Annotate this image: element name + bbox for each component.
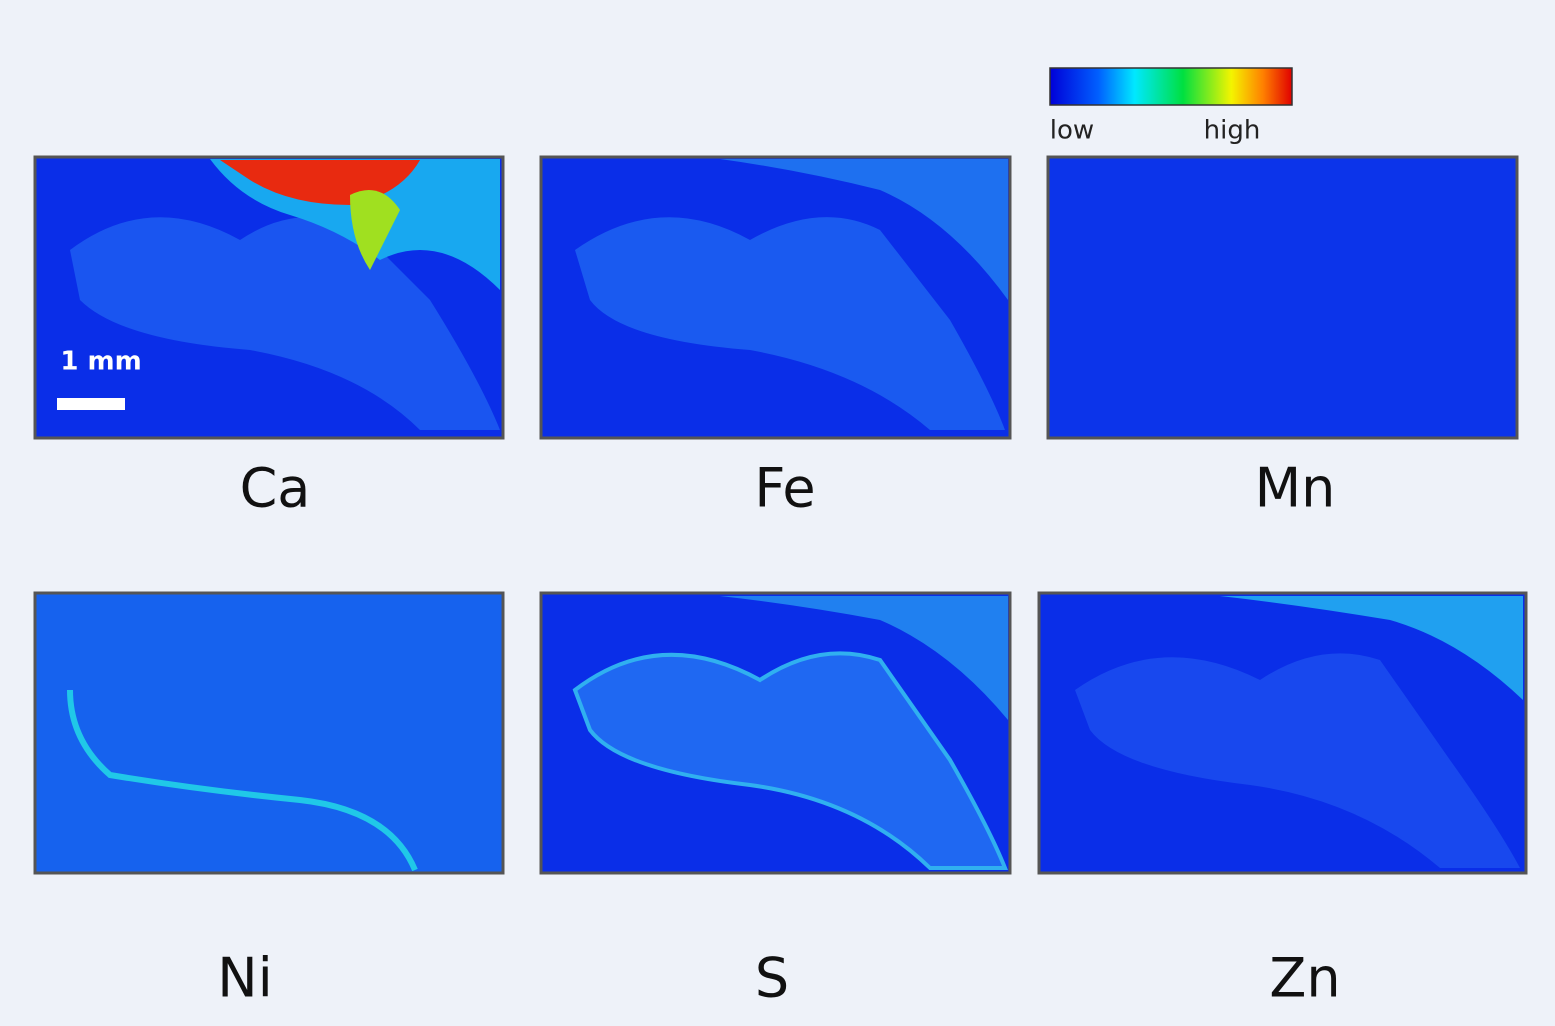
panel-label: Ca [240,457,311,520]
panel-s [539,591,1012,875]
colorbar-low: low [1050,116,1094,146]
tissue [575,217,1005,430]
panel-fe [539,155,1012,440]
colorbar-high: high [1204,116,1261,146]
panel-label: Mn [1255,457,1336,520]
scale-bar-label: 1 mm [60,347,141,377]
panel-ca: 1 mm [33,155,505,440]
panel-label: Ni [217,947,272,1010]
panel-mn [1046,155,1519,440]
tissue [572,651,1008,870]
tissue [1220,596,1523,700]
tissue [1075,653,1520,868]
panel-ni [33,591,505,875]
map [1046,155,1519,440]
scale-bar [57,398,125,410]
panel-label: S [755,947,789,1010]
edge [67,689,418,872]
panel-zn [1037,591,1528,875]
tissue [70,217,500,430]
tissue [720,596,1008,720]
map [33,591,505,875]
colorbar [1049,67,1293,106]
hotspot [350,190,400,270]
tissue [720,159,1008,300]
panel-label: Zn [1269,947,1340,1010]
panel-label: Fe [754,457,815,520]
